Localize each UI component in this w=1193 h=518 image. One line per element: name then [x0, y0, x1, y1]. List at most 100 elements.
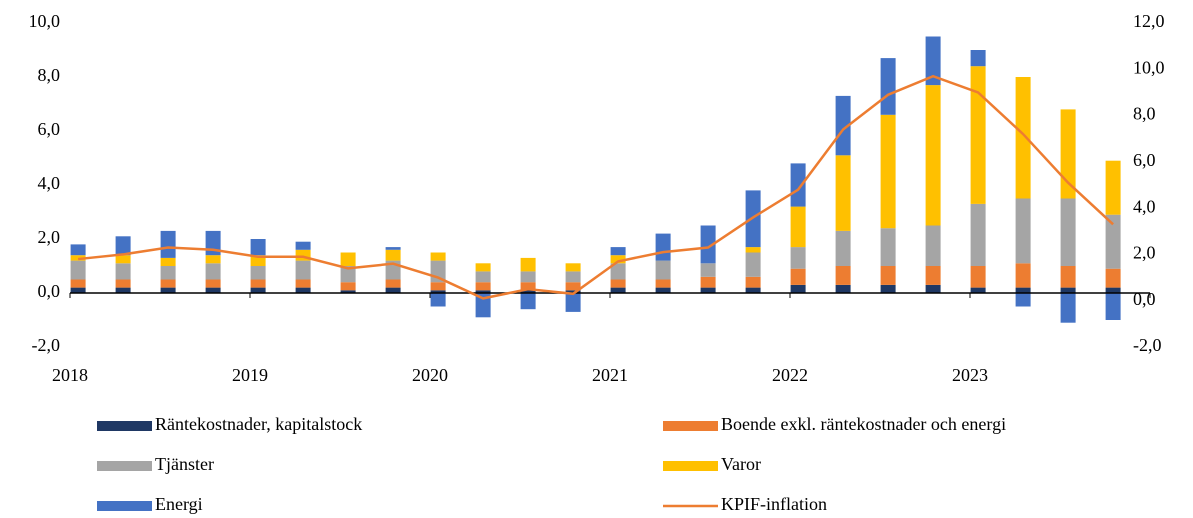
- legend-swatch: [97, 421, 152, 431]
- bar-segment: [430, 252, 446, 261]
- bar-segment: [1060, 287, 1076, 293]
- bar-segment: [565, 293, 581, 312]
- bar-segment: [160, 279, 176, 288]
- bar-segment: [970, 203, 986, 266]
- bar-segment: [745, 287, 761, 293]
- bar-segment: [835, 155, 851, 231]
- bar-segment: [250, 279, 266, 288]
- bar-segment: [700, 276, 716, 288]
- bar-segment: [925, 284, 941, 293]
- bar-segment: [205, 279, 221, 288]
- legend-swatch: [97, 501, 152, 511]
- bar-segment: [160, 257, 176, 266]
- bar-segment: [160, 287, 176, 293]
- bar-segment: [1015, 293, 1031, 307]
- bar-segment: [430, 293, 446, 307]
- bar-segment: [565, 290, 581, 293]
- bar-segment: [160, 230, 176, 258]
- bar-segment: [970, 66, 986, 204]
- bar-segment: [475, 263, 491, 272]
- bar-segment: [925, 85, 941, 226]
- bar-segment: [295, 287, 311, 293]
- bar-segment: [610, 263, 626, 280]
- legend-label: Räntekostnader, kapitalstock: [155, 414, 362, 434]
- bar-segment: [340, 282, 356, 291]
- y-tick-label: 6,0: [38, 119, 61, 139]
- bar-segment: [70, 279, 86, 288]
- bar-segment: [655, 287, 671, 293]
- bar-segment: [385, 247, 401, 250]
- bar-segment: [610, 247, 626, 256]
- bar-segment: [295, 260, 311, 280]
- bar-segment: [1105, 293, 1121, 320]
- bar-segment: [385, 287, 401, 293]
- y2-tick-label: 8,0: [1133, 104, 1156, 124]
- bar-segment: [250, 287, 266, 293]
- bar-segment: [385, 279, 401, 288]
- legend-label: Boende exkl. räntekostnader och energi: [721, 414, 1006, 434]
- legend-label: Energi: [155, 494, 203, 514]
- bar-segment: [835, 95, 851, 156]
- legend-label: KPIF-inflation: [721, 494, 827, 514]
- bar-segment: [160, 266, 176, 280]
- bar-segment: [970, 287, 986, 293]
- y2-tick-label: 6,0: [1133, 150, 1156, 170]
- bar-segment: [385, 249, 401, 261]
- bar-segment: [565, 263, 581, 272]
- bar-segment: [1060, 198, 1076, 266]
- bar-segment: [745, 252, 761, 277]
- y-tick-label: -2,0: [32, 335, 61, 355]
- bar-segment: [880, 284, 896, 293]
- bar-segment: [745, 247, 761, 253]
- y-tick-label: 8,0: [38, 65, 61, 85]
- bar-segment: [115, 287, 131, 293]
- bar-segment: [295, 249, 311, 261]
- bar-segment: [1015, 263, 1031, 288]
- bar-segment: [790, 206, 806, 248]
- bar-segment: [295, 279, 311, 288]
- y-tick-label: 10,0: [29, 11, 61, 31]
- bar-segment: [745, 276, 761, 288]
- bar-segment: [115, 263, 131, 280]
- bar-segment: [250, 239, 266, 256]
- x-tick-label: 2019: [232, 365, 268, 385]
- bar-segment: [1060, 293, 1076, 323]
- bar-segment: [835, 284, 851, 293]
- x-tick-label: 2018: [52, 365, 88, 385]
- bar-segment: [610, 287, 626, 293]
- y-tick-label: 2,0: [38, 227, 61, 247]
- bar-segment: [790, 268, 806, 285]
- bar-segment: [1015, 287, 1031, 293]
- bar-segment: [970, 50, 986, 67]
- bar-segment: [565, 271, 581, 283]
- bar-segment: [115, 279, 131, 288]
- bar-segment: [115, 236, 131, 256]
- x-tick-label: 2022: [772, 365, 808, 385]
- bar-segment: [520, 257, 536, 272]
- bar-segment: [205, 255, 221, 264]
- bar-segment: [475, 282, 491, 291]
- bar-segment: [610, 255, 626, 264]
- bar-segment: [1105, 287, 1121, 293]
- bar-segment: [520, 290, 536, 293]
- bar-segment: [880, 228, 896, 266]
- bar-segment: [655, 279, 671, 288]
- bar-segment: [430, 282, 446, 291]
- legend-label: Tjänster: [155, 454, 214, 474]
- legend-swatch: [663, 461, 718, 471]
- legend-label: Varor: [721, 454, 761, 474]
- y2-tick-label: 0,0: [1133, 289, 1156, 309]
- bar-segment: [115, 255, 131, 264]
- bar-segment: [880, 114, 896, 229]
- y2-tick-label: 2,0: [1133, 243, 1156, 263]
- bar-segment: [880, 266, 896, 285]
- bar-segment: [925, 225, 941, 266]
- bar-segment: [835, 230, 851, 266]
- y2-tick-label: 12,0: [1133, 11, 1165, 31]
- bar-segment: [700, 263, 716, 277]
- bar-segment: [655, 260, 671, 280]
- bar-segment: [1105, 160, 1121, 215]
- bar-segment: [700, 287, 716, 293]
- y-tick-label: 0,0: [38, 281, 61, 301]
